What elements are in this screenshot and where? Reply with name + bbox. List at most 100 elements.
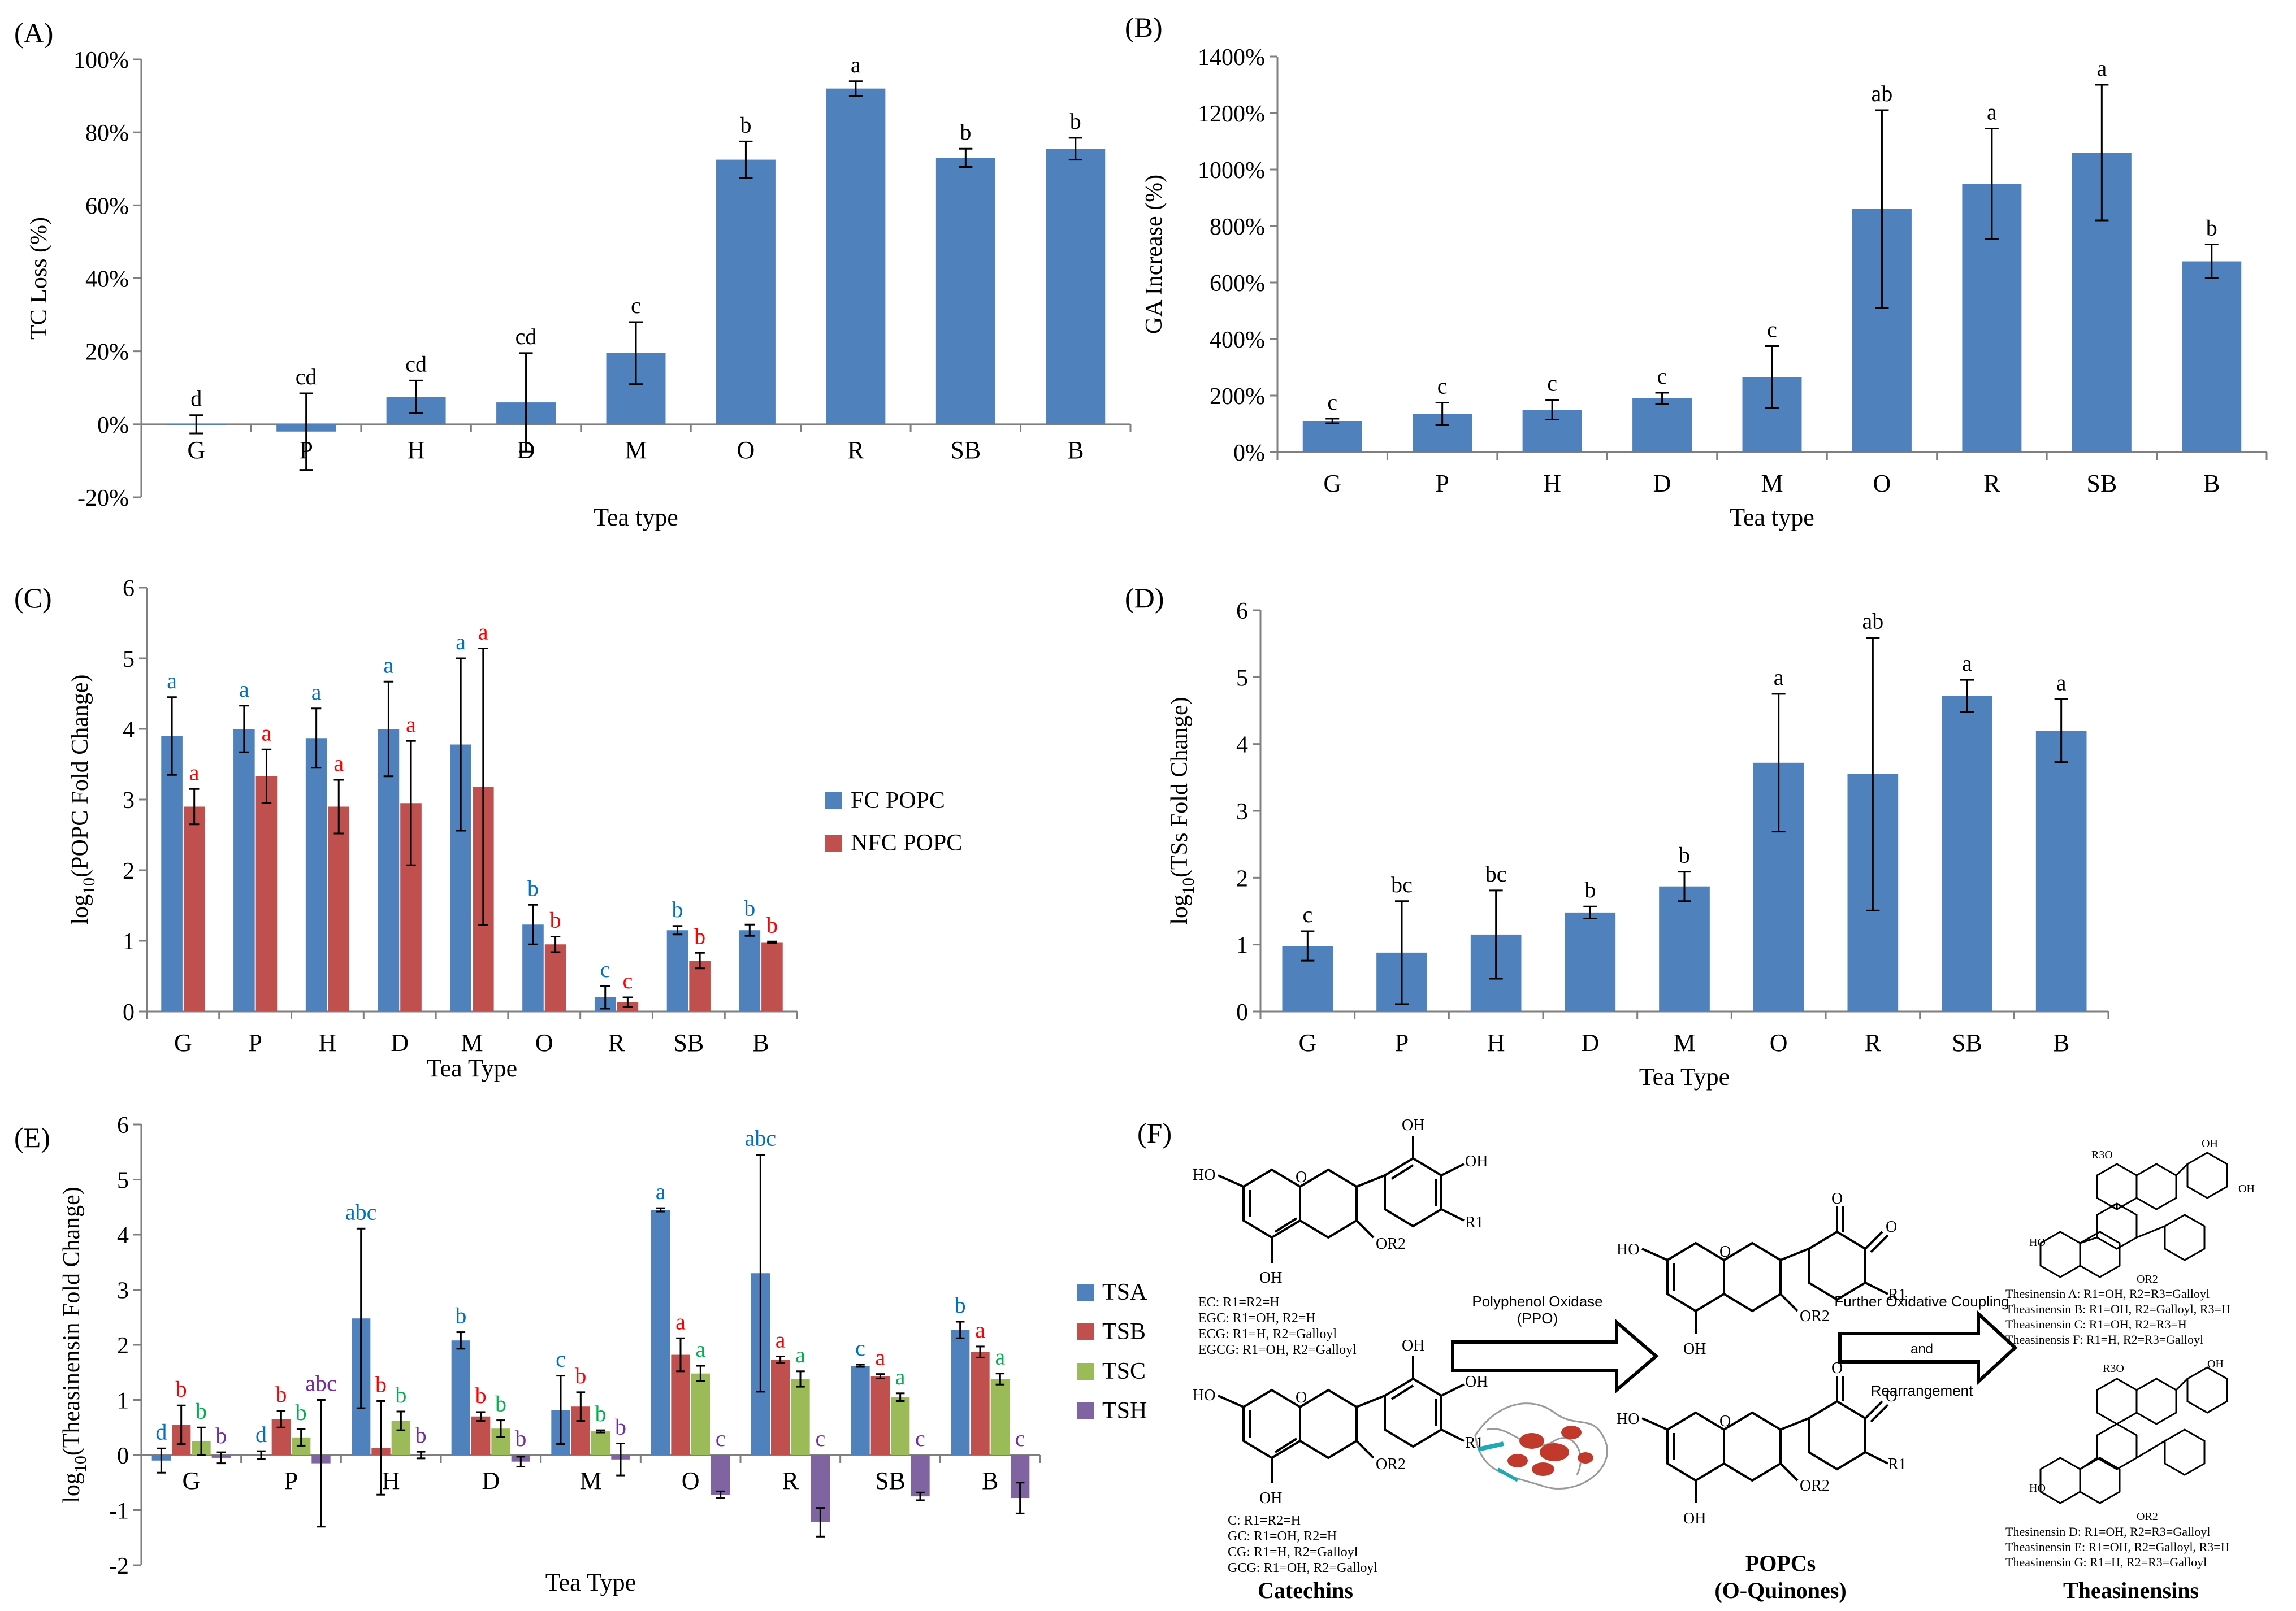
catechin-structure-bottom [1218,1356,1465,1483]
significance-letter-e: a [776,1327,786,1352]
y-tick-label-c: 5 [123,646,135,672]
atom-oh-bottom-1: OH [1402,1337,1424,1354]
y-axis-label-b: GA Increase (%) [1141,175,1167,334]
significance-letter-d: c [1302,902,1312,927]
legend-swatch-e [1077,1402,1094,1419]
legend-label-e: TSC [1102,1358,1146,1384]
legend-swatch-c [825,835,842,852]
bar-b-ga-increase-b [2182,261,2242,452]
bar-a-tc-loss-sb [935,158,995,424]
catechin-bottom-line-3: CG: R1=H, R2=Galloyl [1228,1545,1358,1560]
y-tick-label-b: 1200% [1198,101,1265,127]
chart-panel-d: (D) 0 1 2 3 4 5 6 c bc bc b b a ab a a G P H D M O R SB B Tea Type… [1125,582,2109,1091]
y-tick-label-c: 2 [123,858,135,884]
significance-letter-e: a [695,1336,705,1362]
x-tick-label-e: H [382,1467,400,1495]
bar-e-tsc-b [990,1379,1010,1455]
significance-letter-d: a [1962,650,1972,676]
catechin-top-line-4: EGCG: R1=OH, R2=Galloyl [1198,1343,1357,1357]
y-tick-label-b: 1400% [1198,45,1265,71]
significance-letter-a: c [631,293,641,318]
atom-ho-top: HO [1193,1166,1215,1184]
quinone-structure-top [1641,1206,1889,1334]
x-tick-label-d: SB [1952,1029,1982,1057]
catechin-top-line-2: EGC: R1=OH, R2=H [1198,1311,1316,1326]
coupling-and-label: and [1911,1341,1933,1357]
significance-letter-e: c [716,1426,726,1451]
significance-letter-e: a [975,1317,985,1343]
theasinensin-bottom-line-3: Theasinensin G: R1=H, R2=R3=Galloyl [2005,1555,2207,1569]
bar-e-tsb-r [771,1360,790,1455]
bar-c-fc-popc-sb [666,930,688,1011]
y-tick-label-c: 1 [123,929,135,955]
significance-letter-b: c [1767,317,1777,342]
significance-letter-e: b [296,1400,307,1425]
significance-letter-b: a [1987,99,1997,125]
bar-e-tsc-m [591,1431,610,1455]
theasinensin-bottom-oh: OH [2207,1358,2224,1370]
bar-e-tsh-sb [911,1455,930,1497]
y-tick-label-a: 60% [85,193,129,219]
theasinensin-top-r3o: R3O [2091,1149,2113,1161]
significance-letter-c: b [527,875,539,901]
theasinensin-bottom-r3o: R3O [2103,1362,2124,1375]
x-tick-label-e: B [982,1467,998,1495]
atom-or2-bottom: OR2 [1376,1456,1406,1473]
bar-b-ga-increase-d [1632,398,1692,452]
significance-letter-c: a [311,679,322,705]
bar-c-fc-popc-h [305,738,327,1011]
catechin-top-line-1: EC: R1=R2=H [1198,1295,1280,1310]
x-tick-label-a: H [407,436,425,464]
legend-label-e: TSH [1102,1398,1147,1424]
y-tick-label-b: 1000% [1198,158,1265,184]
y-axis-label-a: TC Loss (%) [26,217,52,340]
y-axis-label-c: log10(POPC Fold Change) [67,674,98,924]
quinone-bottom-ring-o: O [1719,1413,1731,1430]
y-tick-label-d: 1 [1236,933,1248,959]
legend-swatch-e [1077,1323,1094,1340]
panel-f-reaction-scheme: (F) OH OH R1 HO O OR2 OH EC: R1=R2=H EGC… [1137,1117,2255,1603]
significance-letter-b: c [1547,371,1557,396]
theasinensin-top-line-2: Theasinensin B: R1=OH, R2=Galloyl, R3=H [2005,1302,2230,1316]
significance-letter-d: a [1774,665,1784,690]
significance-letter-e: a [875,1345,885,1370]
y-tick-label-c: 4 [123,717,135,743]
bar-c-nfc-popc-o [544,944,566,1011]
significance-letter-e: b [215,1423,227,1448]
bar-c-fc-popc-g [161,736,183,1011]
quinone-top-ho: HO [1617,1241,1639,1258]
significance-letter-c: a [167,668,177,693]
significance-letter-e: b [196,1398,207,1423]
y-tick-label-c: 3 [123,788,135,814]
catechins-title: Catechins [1258,1578,1353,1603]
bar-a-tc-loss-b [1046,149,1106,424]
significance-letter-e: b [475,1383,487,1408]
catechin-top-line-3: ECG: R1=H, R2=Galloyl [1198,1327,1337,1341]
significance-letter-b: a [2096,55,2107,81]
atom-oh-bottom-3: OH [1259,1490,1282,1507]
x-tick-label-e: O [682,1467,700,1495]
ppo-enzyme-abbrev: (PPO) [1517,1310,1558,1327]
significance-letter-d: ab [1862,609,1883,634]
significance-letter-d: b [1584,877,1596,902]
bar-a-tc-loss-o [716,159,776,424]
y-tick-label-e: 3 [117,1278,129,1304]
legend-swatch-c [825,792,842,809]
bar-e-tsh-o [711,1455,730,1495]
x-tick-label-c: R [608,1029,625,1057]
significance-letter-e: abc [345,1199,377,1224]
theasinensin-top-line-4: Theasinensis F: R1=H, R2=R3=Galloyl [2005,1332,2203,1347]
y-tick-label-d: 4 [1236,732,1248,758]
y-tick-label-e: 2 [117,1333,129,1359]
x-tick-label-d: O [1770,1029,1788,1057]
theasinensin-top-oh-2: OH [2238,1183,2255,1195]
significance-letter-e: d [155,1419,167,1444]
y-tick-label-e: 4 [117,1223,129,1249]
bar-a-tc-loss-r [826,88,886,424]
theasinensin-top-ho: HO [2029,1236,2046,1249]
significance-letter-c: a [478,619,488,645]
significance-letter-e: c [855,1335,865,1361]
y-tick-label-e: -2 [109,1553,129,1579]
bar-e-tsa-sb [851,1366,870,1455]
significance-letter-c: c [622,968,633,993]
